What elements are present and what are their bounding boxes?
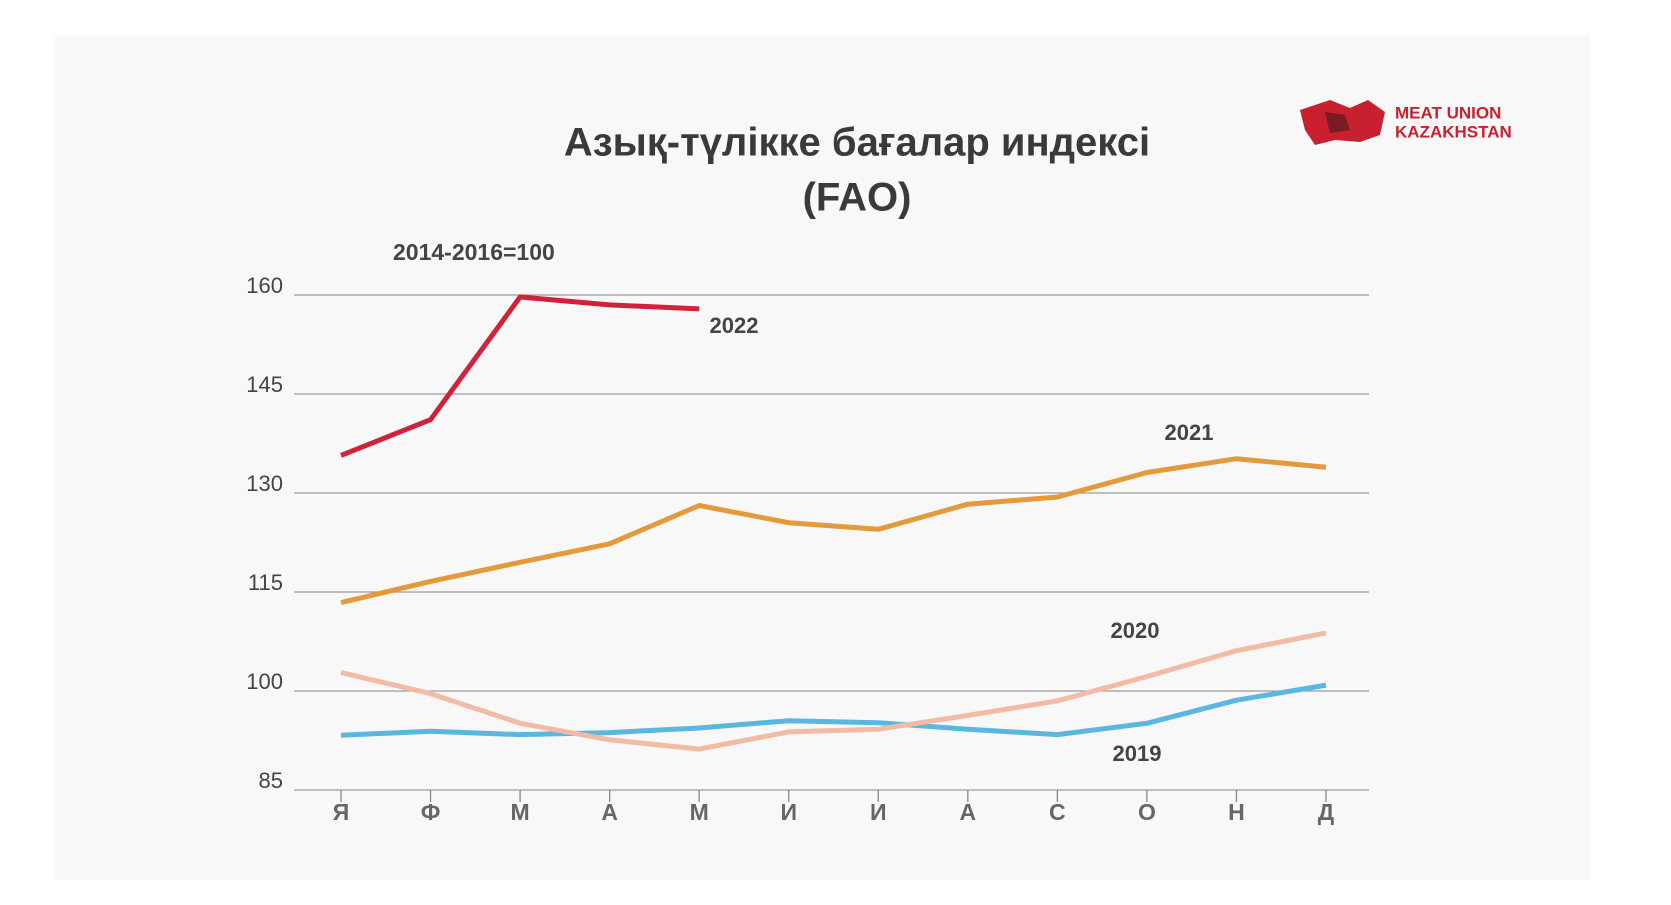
x-tick-label: М xyxy=(690,799,709,825)
x-tick-label: Н xyxy=(1228,799,1245,825)
x-tick-label: И xyxy=(780,799,797,825)
y-tick-label: 160 xyxy=(246,273,283,298)
series-label: 2020 xyxy=(1111,618,1160,643)
logo-text: MEAT UNION xyxy=(1395,103,1501,122)
chart-subtitle: 2014-2016=100 xyxy=(393,239,555,265)
x-tick-label: А xyxy=(960,799,977,825)
x-tick-label: Д xyxy=(1318,799,1334,825)
x-tick-label: С xyxy=(1049,799,1066,825)
x-tick-label: И xyxy=(870,799,887,825)
logo-text: KAZAKHSTAN xyxy=(1395,122,1512,141)
series-label: 2021 xyxy=(1165,420,1214,445)
chart-title: Азық-түлікке бағалар индексі xyxy=(564,121,1150,165)
background-panel xyxy=(55,35,1590,880)
y-tick-label: 130 xyxy=(246,471,283,496)
y-tick-label: 115 xyxy=(248,570,283,595)
chart-title: (FAO) xyxy=(803,176,912,220)
logo: MEAT UNION KAZAKHSTAN xyxy=(1300,100,1512,145)
x-tick-label: Я xyxy=(333,799,350,825)
y-tick-label: 85 xyxy=(259,768,283,793)
x-tick-label: А xyxy=(601,799,618,825)
x-tick-label: О xyxy=(1138,799,1156,825)
series-label: 2019 xyxy=(1113,741,1162,766)
series-line xyxy=(340,294,700,458)
series-line xyxy=(340,682,1327,738)
logo-icon xyxy=(1325,112,1350,133)
series-line xyxy=(340,456,1327,606)
x-tick-label: Ф xyxy=(421,799,441,825)
y-tick-label: 100 xyxy=(246,669,283,694)
y-tick-label: 145 xyxy=(246,372,283,397)
series-line xyxy=(340,630,1327,752)
series-label: 2022 xyxy=(710,313,759,338)
x-tick-label: М xyxy=(511,799,530,825)
